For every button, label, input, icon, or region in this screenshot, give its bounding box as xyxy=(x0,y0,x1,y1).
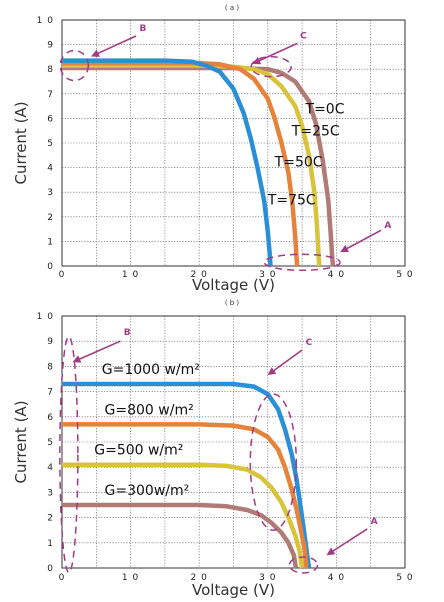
series-label: T=0C xyxy=(305,101,345,117)
x-tick-label: 4 0 xyxy=(328,270,345,280)
series-line xyxy=(62,422,309,569)
y-tick-label: 6 xyxy=(47,413,54,423)
annotation-letter: B xyxy=(140,24,147,34)
x-tick-label: 1 0 xyxy=(122,270,139,280)
grid xyxy=(62,316,405,568)
x-tick-label: 5 0 xyxy=(396,573,413,583)
y-axis-title: Current (A) xyxy=(12,400,30,483)
x-tick-label: 3 0 xyxy=(259,270,276,280)
annotation-arrow xyxy=(340,229,382,253)
y-tick-label: 9 xyxy=(47,337,54,347)
plot-frame xyxy=(61,315,406,569)
x-tick-label: 5 0 xyxy=(396,270,413,280)
x-tick-label: 3 0 xyxy=(259,573,276,583)
highlight-regions xyxy=(59,335,319,574)
x-tick-label: 1 0 xyxy=(122,573,139,583)
y-tick-label: 5 xyxy=(47,139,54,149)
x-tick-label: 0 xyxy=(59,573,66,583)
x-tick-label: 2 0 xyxy=(191,270,208,280)
annotation-letter: A xyxy=(371,517,378,527)
highlight-ellipse xyxy=(263,253,341,272)
series-line xyxy=(62,381,312,569)
y-tick-label: 2 xyxy=(47,514,54,524)
y-tick-label: 4 xyxy=(47,463,54,473)
series-line xyxy=(62,502,299,569)
x-tick-label: 2 0 xyxy=(191,573,208,583)
annotation-letter: C xyxy=(300,31,307,41)
annotation-letter: B xyxy=(124,328,131,338)
annotation-letter: C xyxy=(306,338,313,348)
y-tick-label: 7 xyxy=(47,90,54,100)
y-tick-label: 5 xyxy=(47,438,54,448)
annotation-arrow xyxy=(267,349,303,376)
highlight-ellipse xyxy=(249,393,298,531)
y-tick-label: 1 xyxy=(47,539,54,549)
annotation-arrow xyxy=(72,340,121,363)
y-tick-label: 1 0 xyxy=(37,312,54,322)
panel-b: ( b ) 0 1 0 2 0 3 0 4 0 5 0 0 1 2 3 4 5 6 7 8 9 1 0 Voltag… xyxy=(12,299,413,599)
series-label: T=75C xyxy=(267,193,316,209)
x-tick-label: 0 xyxy=(59,270,66,280)
y-tick-label: 8 xyxy=(47,65,54,75)
highlight-ellipse xyxy=(288,556,319,574)
highlight-ellipse xyxy=(59,335,79,574)
plot-frame xyxy=(61,19,406,267)
annotation-arrow xyxy=(326,528,368,556)
highlight-ellipse xyxy=(250,55,292,78)
highlight-ellipse xyxy=(59,49,90,82)
annotation-letter: A xyxy=(384,221,391,231)
y-tick-label: 4 xyxy=(47,164,54,174)
series-label: G=1000 w/m² xyxy=(102,362,200,378)
y-axis-title: Current (A) xyxy=(12,101,30,184)
y-tick-label: 0 xyxy=(47,564,54,574)
series-label: T=25C xyxy=(291,124,340,140)
panel-label: ( a ) xyxy=(225,4,239,12)
series-line xyxy=(62,63,322,267)
highlight-regions xyxy=(59,49,341,272)
annotation-arrow xyxy=(252,42,298,65)
y-tick-label: 7 xyxy=(47,388,54,398)
panel-label: ( b ) xyxy=(225,299,240,307)
series-label: G=500 w/m² xyxy=(94,443,183,459)
x-axis-title: Voltage (V) xyxy=(192,276,275,294)
annotation-arrow xyxy=(91,35,137,57)
y-tick-label: 3 xyxy=(47,488,54,498)
y-tick-label: 6 xyxy=(47,114,54,124)
series-line xyxy=(62,58,273,267)
x-axis-title: Voltage (V) xyxy=(192,581,275,599)
series-label: T=50C xyxy=(274,154,323,170)
grid xyxy=(62,20,405,266)
y-tick-label: 1 0 xyxy=(37,16,54,26)
y-tick-label: 1 xyxy=(47,237,54,247)
y-tick-label: 8 xyxy=(47,362,54,372)
y-tick-label: 9 xyxy=(47,41,54,51)
y-tick-label: 0 xyxy=(47,262,54,272)
y-tick-label: 2 xyxy=(47,213,54,223)
series-line xyxy=(62,462,305,569)
y-tick-label: 3 xyxy=(47,188,54,198)
series-line xyxy=(62,65,336,267)
series-label: G=800 w/m² xyxy=(105,402,194,418)
panel-a: ( a ) 0 1 0 2 0 3 0 4 0 5 0 0 1 2 3 4 5 6 7 8 9 1 0 Voltag… xyxy=(12,4,413,294)
x-tick-label: 4 0 xyxy=(328,573,345,583)
series-label: G=300w/m² xyxy=(105,483,190,499)
series-line xyxy=(62,60,300,267)
